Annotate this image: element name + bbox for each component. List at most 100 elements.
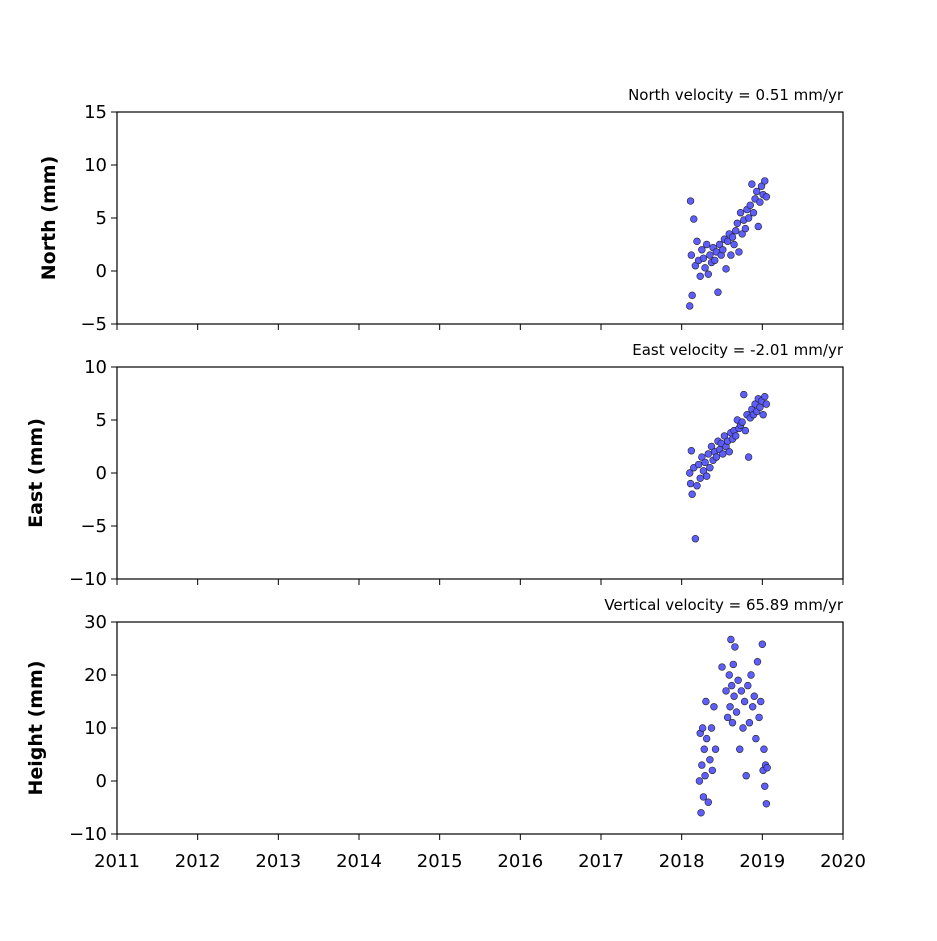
data-point (747, 671, 755, 679)
panel-title: Vertical velocity = 65.89 mm/yr (604, 596, 844, 614)
data-point (732, 432, 740, 440)
data-point (723, 237, 732, 246)
y-tick-label: 0 (96, 771, 107, 792)
data-point (700, 745, 708, 753)
data-point (706, 464, 714, 472)
x-tick-label: 2017 (578, 851, 624, 872)
data-point (708, 766, 717, 775)
x-tick-label: 2016 (497, 851, 543, 872)
data-point (728, 718, 737, 727)
data-point (750, 692, 758, 700)
data-point (699, 467, 708, 475)
x-tick-label: 2018 (659, 851, 705, 872)
data-point (686, 469, 694, 477)
data-point (749, 209, 758, 217)
y-tick-label: 10 (84, 155, 107, 176)
y-tick-label: 10 (84, 718, 107, 739)
data-point (725, 448, 733, 456)
y-axis-label: East (mm) (25, 418, 47, 528)
data-point (727, 635, 735, 644)
data-point (718, 663, 726, 671)
data-point (738, 418, 746, 426)
data-point (686, 479, 695, 488)
x-tick-label: 2019 (739, 851, 785, 872)
data-point (702, 240, 711, 249)
data-point (736, 745, 744, 753)
data-point (727, 251, 735, 259)
data-point (696, 272, 704, 280)
data-point (704, 450, 712, 458)
data-point (734, 676, 742, 684)
data-point (763, 764, 771, 772)
y-tick-label: 20 (84, 665, 107, 686)
data-point (686, 302, 694, 310)
x-tick-label: 2014 (336, 851, 382, 872)
data-point (725, 671, 733, 679)
data-point (755, 713, 763, 722)
data-point (744, 681, 752, 690)
data-point (762, 400, 771, 408)
data-point (761, 177, 769, 185)
data-point (758, 640, 767, 648)
data-point (730, 692, 738, 700)
data-point (742, 771, 750, 780)
x-tick-label: 2013 (255, 851, 301, 872)
y-tick-label: 0 (96, 261, 107, 282)
data-point (698, 724, 707, 732)
data-point (741, 224, 750, 233)
data-point (712, 453, 721, 461)
data-point (711, 745, 720, 753)
data-point (748, 180, 756, 188)
data-point (722, 265, 730, 273)
data-point (696, 474, 704, 482)
x-tick-label: 2012 (175, 851, 221, 872)
data-point (757, 182, 766, 190)
plot-frame (116, 621, 844, 835)
y-tick-label: 5 (96, 410, 107, 431)
data-point (748, 703, 757, 711)
data-point (727, 681, 736, 690)
data-point (732, 227, 740, 235)
data-point (740, 390, 748, 399)
data-point (757, 697, 765, 706)
data-point (761, 782, 769, 790)
data-point (697, 809, 705, 817)
plot-frame (116, 111, 844, 325)
data-point (719, 246, 727, 254)
data-point (693, 482, 701, 490)
data-point (711, 256, 719, 265)
data-point (701, 264, 709, 272)
data-point (699, 254, 708, 262)
data-point (707, 442, 716, 451)
y-tick-label: −10 (69, 824, 107, 845)
data-point (691, 535, 700, 543)
data-point (756, 198, 764, 206)
data-point (690, 215, 698, 223)
data-point (698, 453, 706, 461)
data-point (731, 643, 739, 651)
data-point (722, 687, 730, 695)
data-point (698, 761, 706, 769)
data-point (701, 458, 709, 467)
data-point (704, 798, 712, 806)
data-point (732, 708, 741, 716)
data-point (715, 240, 724, 249)
data-point (710, 703, 718, 711)
panel-title: East velocity = -2.01 mm/yr (632, 341, 844, 359)
y-axis-label: Height (mm) (25, 660, 47, 795)
data-point (719, 450, 727, 458)
data-point (752, 187, 761, 196)
y-tick-label: −5 (80, 314, 107, 335)
data-point (762, 193, 771, 201)
data-point (688, 291, 696, 300)
data-point (754, 222, 762, 231)
panel-title: North velocity = 0.51 mm/yr (628, 86, 844, 104)
data-point (687, 251, 696, 259)
y-tick-label: 30 (84, 612, 107, 633)
plot-frame (116, 366, 844, 580)
data-point (720, 432, 729, 440)
y-tick-label: −5 (80, 516, 107, 537)
data-point (686, 197, 695, 205)
data-point (744, 214, 753, 222)
